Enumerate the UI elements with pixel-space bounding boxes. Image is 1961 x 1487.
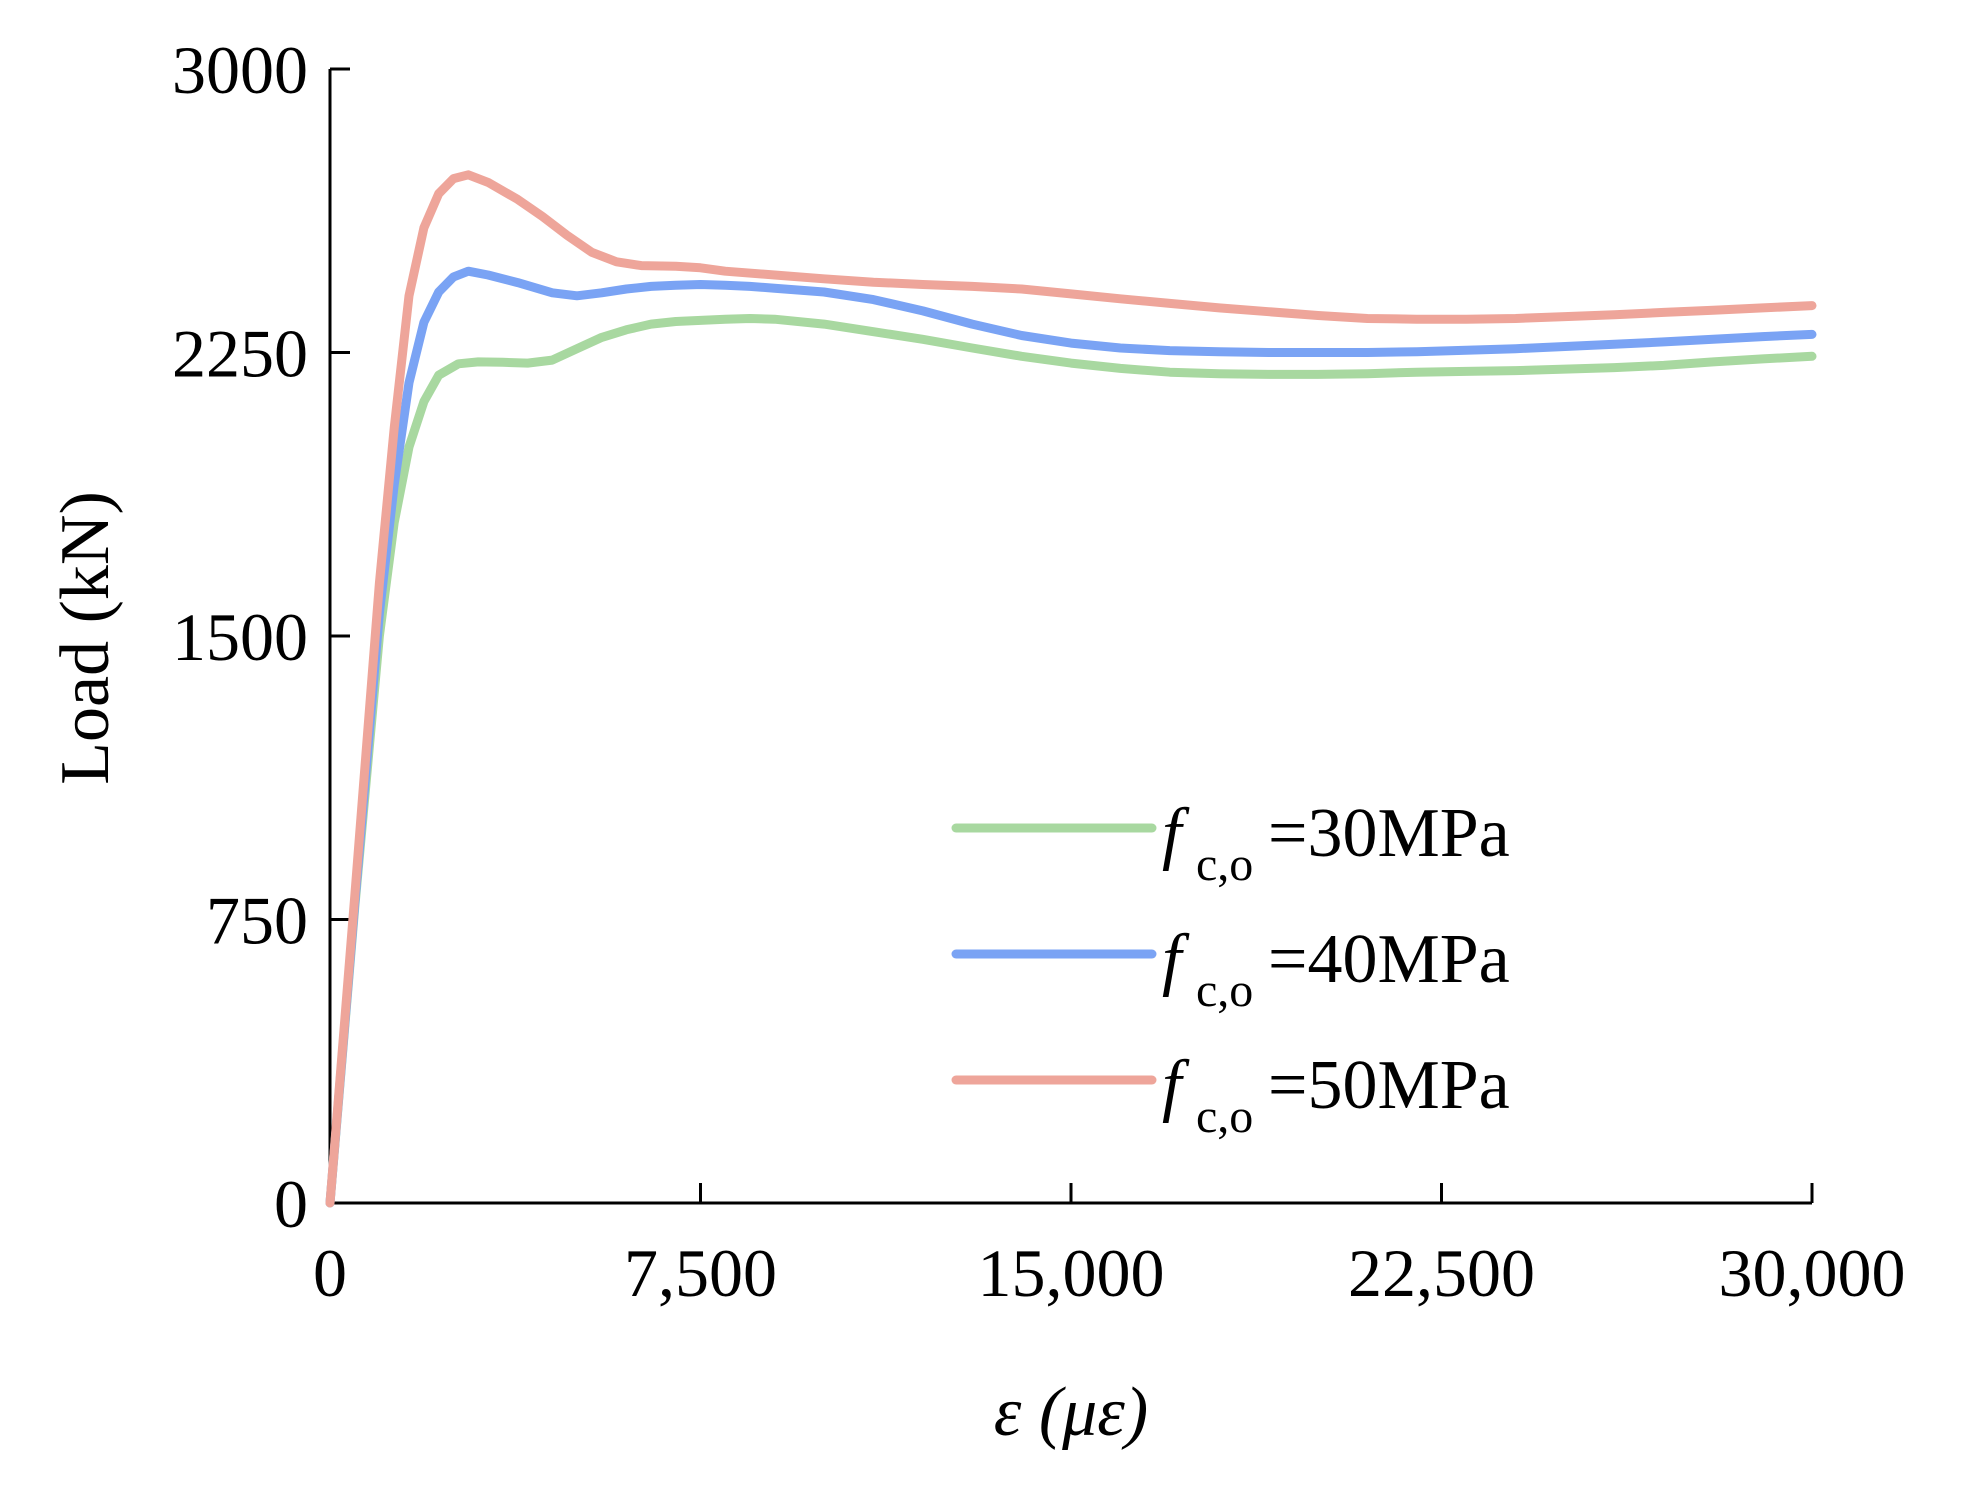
legend-label-1: f <box>1162 795 1190 872</box>
series-lines <box>325 170 1817 1208</box>
series-line-1 <box>325 314 1817 1208</box>
x-tick-label: 0 <box>313 1235 347 1311</box>
y-tick-label: 0 <box>274 1166 308 1242</box>
legend-label-2: f <box>1162 921 1190 998</box>
legend-label-3: f <box>1162 1047 1190 1124</box>
y-ticks: 0 750 1500 2250 3000 <box>172 32 350 1242</box>
x-tick-label: 30,000 <box>1719 1235 1906 1311</box>
axes <box>328 69 1812 1205</box>
y-tick-label: 2250 <box>172 316 308 392</box>
series-line-2 <box>325 266 1817 1208</box>
legend-label-value-1: =30MPa <box>1268 795 1510 872</box>
y-tick-label: 3000 <box>172 32 308 108</box>
y-tick-label: 750 <box>206 883 308 959</box>
legend-label-value-3: =50MPa <box>1268 1047 1510 1124</box>
legend-label-sub-1: c,o <box>1196 838 1253 891</box>
legend-label-sub-2: c,o <box>1196 964 1253 1017</box>
x-axis-title: ε (με) <box>994 1374 1148 1451</box>
x-ticks: 0 7,500 15,000 22,500 30,000 <box>313 1183 1906 1311</box>
x-tick-label: 7,500 <box>624 1235 777 1311</box>
legend-label-sub-3: c,o <box>1196 1090 1253 1143</box>
y-axis-title: Load (kN) <box>47 491 124 785</box>
x-tick-label: 22,500 <box>1348 1235 1535 1311</box>
legend-label-value-2: =40MPa <box>1268 921 1510 998</box>
y-tick-label: 1500 <box>172 599 308 675</box>
x-tick-label: 15,000 <box>978 1235 1165 1311</box>
series-line-3 <box>325 170 1817 1208</box>
